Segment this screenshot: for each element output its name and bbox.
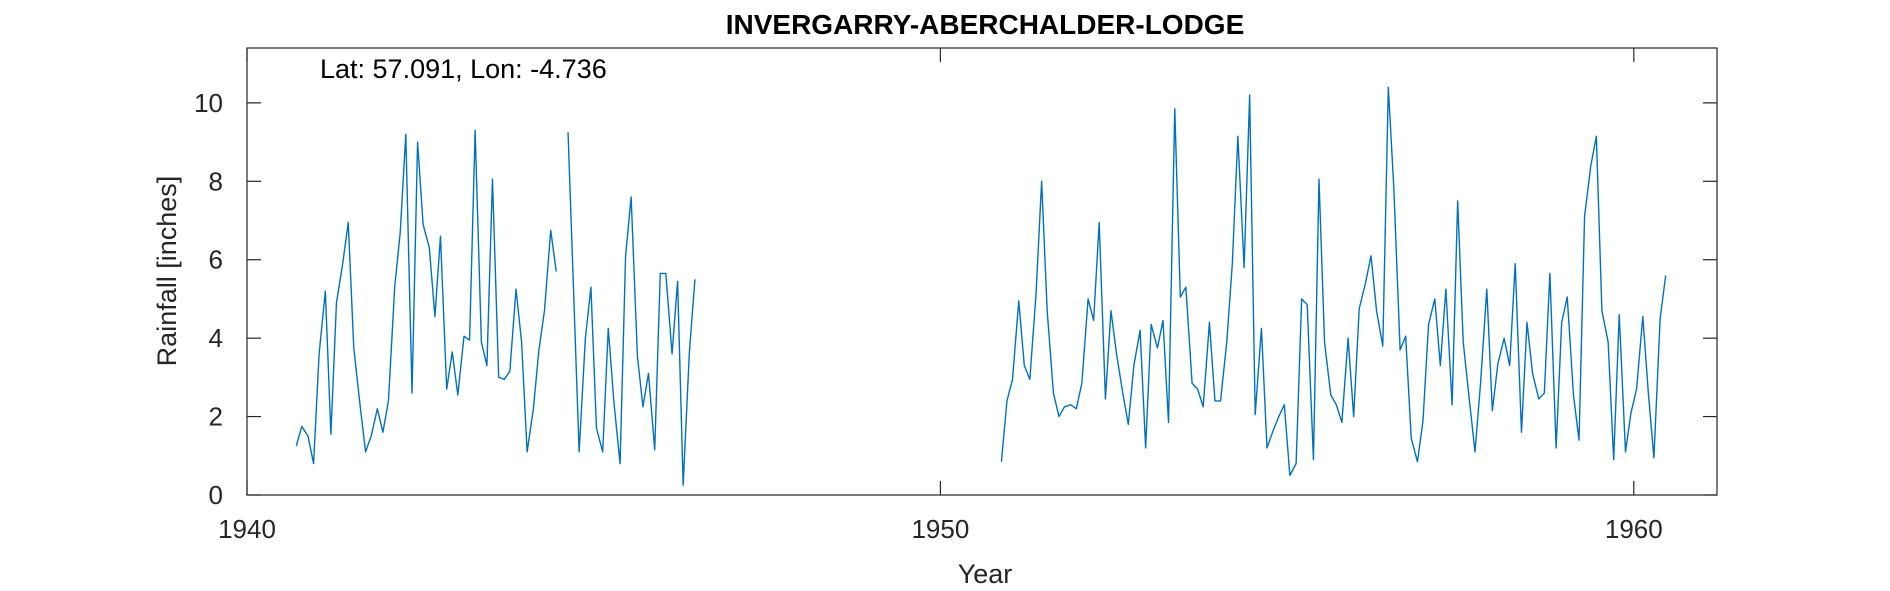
y-tick-label-10: 10 [194,88,223,118]
plot-layer [295,86,1667,486]
y-tick-label-8: 8 [209,166,223,196]
coordinates-annotation: Lat: 57.091, Lon: -4.736 [320,54,607,84]
y-tick-label-0: 0 [209,480,223,510]
rainfall-line-segment-1 [295,129,557,465]
y-tick-label-4: 4 [209,323,223,353]
x-tick-label-1950: 1950 [911,514,969,544]
y-tick-label-6: 6 [209,245,223,275]
rainfall-line-segment-3 [1000,86,1667,477]
x-tick-label-1960: 1960 [1605,514,1663,544]
label-layer: INVERGARRY-ABERCHALDER-LODGE Lat: 57.091… [152,9,1244,589]
chart-title: INVERGARRY-ABERCHALDER-LODGE [726,9,1245,40]
y-tick-label-2: 2 [209,402,223,432]
rainfall-line-segment-2 [567,132,696,486]
y-axis-label: Rainfall [inches] [152,176,182,367]
x-axis-label: Year [958,559,1013,589]
x-tick-label-1940: 1940 [218,514,276,544]
plot-frame [246,47,1718,496]
axes-layer: 1940 1950 1960 0 2 4 6 8 10 [194,47,1718,544]
